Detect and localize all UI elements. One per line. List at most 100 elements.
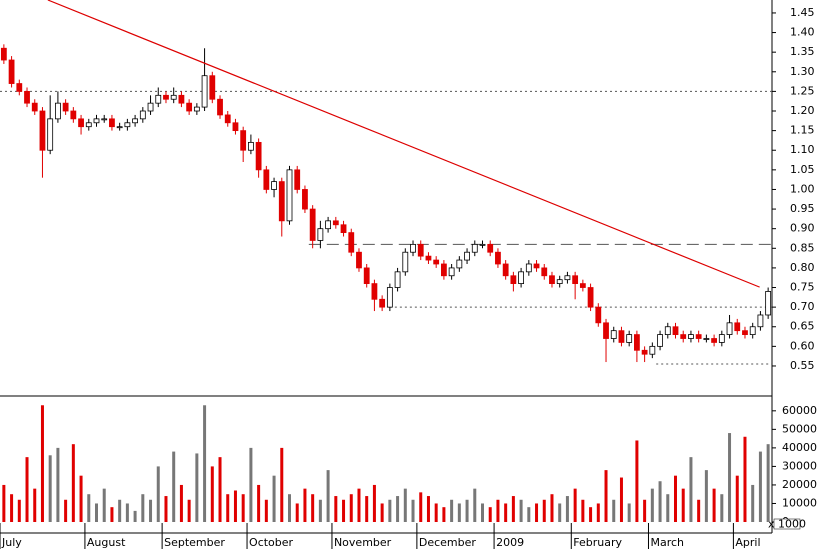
volume-bar (210, 466, 214, 522)
candle-body (55, 102, 61, 120)
volume-bar (712, 488, 716, 522)
y-tick-label: 1.30 (790, 65, 815, 78)
candle-body (294, 169, 301, 190)
volume-bar (241, 494, 245, 522)
y-tick-label: 0.90 (790, 222, 815, 235)
y-tick-label: 0.65 (790, 320, 815, 333)
volume-bar (102, 488, 106, 522)
candle-body (24, 90, 30, 104)
volume-bar (179, 484, 183, 522)
volume-bar (542, 499, 546, 522)
candle-body (464, 251, 470, 261)
volume-bar (110, 507, 114, 522)
candle-body (448, 267, 455, 277)
volume-tick-label: 50000 (782, 422, 817, 435)
candle-body (734, 322, 741, 332)
candle-body (425, 255, 432, 261)
candle-body (386, 287, 393, 308)
candle-body (525, 263, 532, 273)
volume-bar (758, 451, 762, 522)
y-tick-label: 0.70 (790, 300, 815, 313)
candle-body (371, 283, 378, 300)
volume-bar (565, 496, 569, 522)
x-tick-label: April (735, 536, 760, 549)
volume-bar (118, 499, 122, 522)
candle-body (224, 114, 231, 124)
candle-body (356, 251, 362, 269)
volume-bar (411, 499, 415, 522)
volume-bar (635, 440, 639, 522)
volume-bar (79, 475, 83, 522)
volume-bar (488, 507, 492, 522)
volume-bar (426, 496, 430, 522)
candle-body (572, 275, 579, 284)
volume-bar (133, 510, 137, 522)
volume-bar (728, 433, 732, 522)
volume-bar (40, 405, 44, 522)
y-tick-label: 1.25 (790, 84, 815, 97)
candle-body (47, 118, 54, 151)
candle-body (70, 110, 77, 120)
candle-body (0, 47, 7, 61)
volume-bar (25, 457, 29, 522)
candle-body (549, 275, 555, 284)
volume-bar (203, 405, 207, 522)
y-tick-label: 0.80 (790, 261, 815, 274)
candle-body (742, 330, 748, 335)
volume-bar (295, 503, 299, 522)
volume-bar (326, 470, 330, 522)
volume-bar (365, 496, 369, 522)
candle-body (518, 271, 524, 284)
volume-bar (149, 499, 153, 522)
volume-bar (481, 503, 484, 522)
volume-bar (272, 475, 276, 522)
candle-body (155, 94, 162, 104)
candle-body (541, 267, 548, 277)
volume-bar (434, 503, 438, 522)
candle-body (85, 122, 92, 128)
candle-body (394, 271, 401, 288)
candle-body (402, 251, 409, 273)
volume-bar (643, 499, 647, 522)
volume-bar (666, 494, 670, 522)
candle-body (62, 102, 69, 112)
volume-bar (334, 496, 338, 522)
candle-body (332, 220, 339, 226)
volume-bar (674, 475, 677, 522)
candle-body (587, 287, 594, 308)
volume-bar (33, 488, 37, 522)
volume-bar (318, 499, 322, 522)
candle-body (711, 338, 717, 343)
volume-bar (604, 470, 608, 522)
candle-body (533, 263, 540, 269)
candle-body (680, 334, 687, 339)
candle-body (39, 110, 46, 151)
volume-bar (589, 507, 593, 522)
candle-body (93, 118, 100, 124)
candle-body (556, 279, 563, 284)
candle-body (309, 208, 316, 241)
y-tick-label: 1.20 (790, 104, 815, 117)
volume-bar (743, 436, 747, 522)
candle-body (749, 326, 756, 335)
candle-body (116, 126, 123, 129)
candle-body (672, 326, 679, 335)
candle-body (201, 75, 208, 108)
candle-body (718, 334, 725, 343)
candle-body (487, 243, 494, 253)
candle-body (363, 267, 370, 284)
volume-bar (697, 499, 701, 522)
volume-bar (172, 451, 176, 522)
candle-body (502, 263, 509, 277)
volume-bar (720, 494, 724, 522)
candle-body (124, 122, 131, 128)
volume-bar (257, 484, 261, 522)
volume-tick-label: 60000 (782, 404, 817, 417)
candle-body (16, 83, 23, 92)
candle-body (610, 330, 617, 339)
candle-body (379, 298, 386, 308)
candle-body (247, 141, 254, 151)
candle-body (456, 259, 463, 269)
candle-body (163, 94, 169, 100)
